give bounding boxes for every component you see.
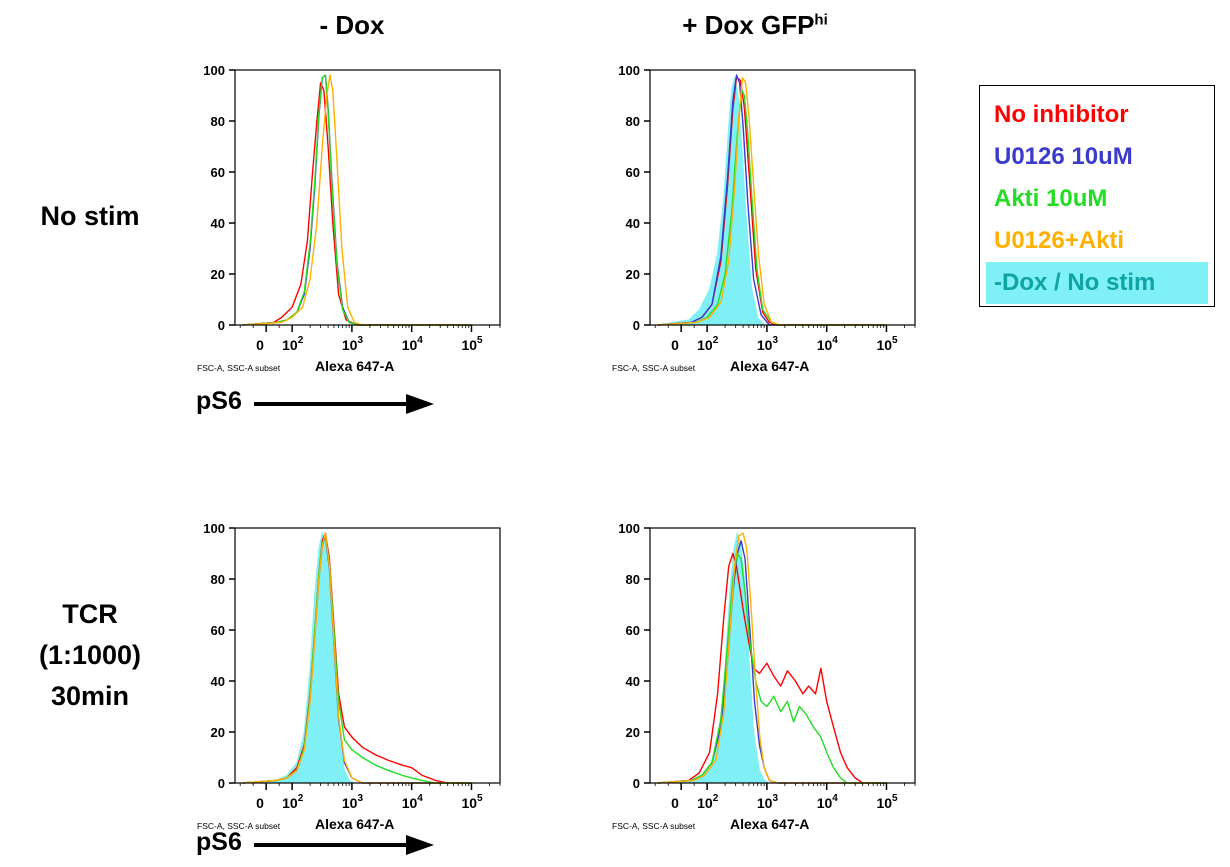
x-tick-label: 105 <box>876 335 898 353</box>
x-tick-label: 105 <box>461 793 483 811</box>
plot-frame <box>234 69 501 326</box>
y-tick-label: 40 <box>211 216 225 231</box>
histogram-tcr-plus-dox: 0 20 40 60 80 100 0 102 103 104 105 FSC-A, SSC-A su… <box>612 521 916 832</box>
row-label-no-stim: No stim <box>40 201 140 231</box>
series-line-u0126-akti <box>657 77 887 326</box>
subset-note: FSC-A, SSC-A subset <box>197 821 281 831</box>
y-tick-label: 60 <box>211 623 225 638</box>
y-tick-label: 100 <box>203 521 225 536</box>
series-line-akti-10um <box>657 552 887 784</box>
y-tick-label: 100 <box>618 521 640 536</box>
arrow-right-icon <box>254 394 434 414</box>
y-tick-label: 80 <box>211 114 225 129</box>
series-line-no-inhibitor <box>657 77 887 326</box>
series-line-u0126-10um <box>657 540 887 784</box>
y-tick-label: 40 <box>626 674 640 689</box>
y-tick-label: 20 <box>626 725 640 740</box>
y-tick-label: 60 <box>626 623 640 638</box>
series-line-u0126-akti <box>242 532 472 784</box>
x-axis-label: Alexa 647-A <box>730 358 809 374</box>
x-tick-label: 104 <box>402 793 424 811</box>
series-area--dox-no-stim <box>650 77 915 326</box>
x-tick-label: 102 <box>282 335 304 353</box>
y-tick-label: 40 <box>211 674 225 689</box>
y-tick-label: 40 <box>626 216 640 231</box>
x-tick-label: 0 <box>256 795 264 811</box>
column-title-plus-dox: + Dox GFPhi <box>682 10 828 40</box>
series-line-u0126-10um <box>242 535 472 784</box>
y-tick-label: 100 <box>618 63 640 78</box>
x-tick-label: 102 <box>697 335 719 353</box>
y-tick-label: 80 <box>626 572 640 587</box>
subset-note: FSC-A, SSC-A subset <box>612 821 696 831</box>
x-tick-label: 105 <box>461 335 483 353</box>
y-tick-label: 60 <box>211 165 225 180</box>
x-tick-label: 105 <box>876 793 898 811</box>
series-line-u0126-10um <box>657 74 887 326</box>
plot-frame <box>234 527 501 784</box>
x-tick-label: 104 <box>817 793 839 811</box>
subset-note: FSC-A, SSC-A subset <box>197 363 281 373</box>
y-tick-label: 0 <box>218 318 225 333</box>
subset-note: FSC-A, SSC-A subset <box>612 363 696 373</box>
legend: No inhibitor U0126 10uM Akti 10uM U0126+… <box>979 85 1215 307</box>
series-line-no-inhibitor <box>242 82 472 326</box>
series-line-akti-10um <box>242 74 472 326</box>
y-tick-label: 60 <box>626 165 640 180</box>
y-tick-label: 100 <box>203 63 225 78</box>
series-line-akti-10um <box>242 535 472 784</box>
legend-item-u0126: U0126 10uM <box>994 143 1133 170</box>
y-tick-label: 80 <box>211 572 225 587</box>
legend-item-akti: Akti 10uM <box>994 185 1108 212</box>
y-tick-label: 0 <box>633 318 640 333</box>
y-tick-label: 80 <box>626 114 640 129</box>
x-axis-label: Alexa 647-A <box>730 816 809 832</box>
column-title-minus-dox: - Dox <box>319 10 385 40</box>
ps6-label: pS6 <box>196 828 242 856</box>
series-line-u0126-akti <box>242 74 472 326</box>
x-tick-label: 104 <box>402 335 424 353</box>
histogram-tcr-minus-dox: 0 20 40 60 80 100 0 102 103 104 105 FSC-A, SSC-A su… <box>197 521 501 832</box>
arrow-right-icon <box>254 835 434 855</box>
series-line-no-inhibitor <box>242 532 472 784</box>
series-line-no-inhibitor <box>657 552 887 784</box>
plot-frame <box>649 69 916 326</box>
ps6-arrow-bottom: pS6 <box>196 828 446 862</box>
y-tick-label: 20 <box>211 725 225 740</box>
ps6-arrow-top: pS6 <box>196 387 446 421</box>
y-tick-label: 20 <box>211 267 225 282</box>
x-tick-label: 102 <box>697 793 719 811</box>
x-axis-label: Alexa 647-A <box>315 816 394 832</box>
legend-item-u0126-akti: U0126+Akti <box>994 227 1125 254</box>
x-tick-label: 103 <box>757 335 779 353</box>
series-line-u0126-akti <box>657 532 887 784</box>
row-label-tcr: TCR (1:1000) 30min <box>38 599 142 711</box>
series-area--dox-no-stim <box>650 531 915 784</box>
x-tick-label: 103 <box>757 793 779 811</box>
series-area--dox-no-stim <box>235 531 500 784</box>
series-line-akti-10um <box>657 89 887 326</box>
series-line-u0126-10um <box>242 74 472 326</box>
ps6-label: pS6 <box>196 387 242 415</box>
x-tick-label: 104 <box>817 335 839 353</box>
x-axis-label: Alexa 647-A <box>315 358 394 374</box>
plot-frame <box>649 527 916 784</box>
legend-item-no-inhibitor: No inhibitor <box>994 101 1129 128</box>
x-tick-label: 103 <box>342 335 364 353</box>
y-tick-label: 20 <box>626 267 640 282</box>
x-tick-label: 0 <box>671 337 679 353</box>
x-tick-label: 102 <box>282 793 304 811</box>
x-tick-label: 103 <box>342 793 364 811</box>
y-tick-label: 0 <box>218 776 225 791</box>
histogram-no-stim-minus-dox: 0 20 40 60 80 100 0 102 103 104 105 FSC-A, SSC-A su… <box>197 63 501 374</box>
legend-item-minus-dox-no-stim: -Dox / No stim <box>986 262 1208 304</box>
x-tick-label: 0 <box>671 795 679 811</box>
y-tick-label: 0 <box>633 776 640 791</box>
histogram-no-stim-plus-dox: 0 20 40 60 80 100 0 102 103 104 105 FSC-A, SSC-A su… <box>612 63 916 374</box>
x-tick-label: 0 <box>256 337 264 353</box>
